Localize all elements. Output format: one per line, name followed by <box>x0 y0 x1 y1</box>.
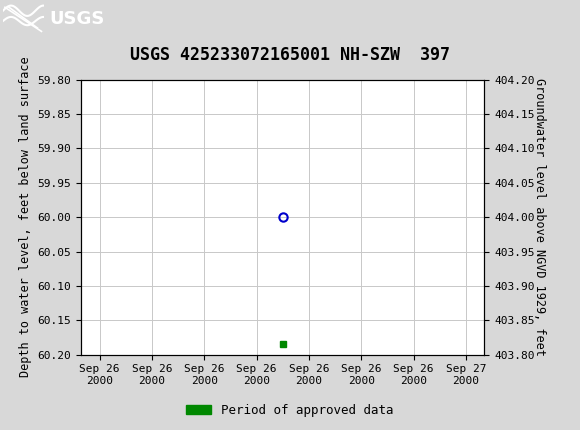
Y-axis label: Groundwater level above NGVD 1929, feet: Groundwater level above NGVD 1929, feet <box>532 78 546 356</box>
Text: USGS 425233072165001 NH-SZW  397: USGS 425233072165001 NH-SZW 397 <box>130 46 450 64</box>
Legend: Period of approved data: Period of approved data <box>181 399 399 421</box>
Text: USGS: USGS <box>49 10 104 28</box>
Y-axis label: Depth to water level, feet below land surface: Depth to water level, feet below land su… <box>19 57 32 378</box>
